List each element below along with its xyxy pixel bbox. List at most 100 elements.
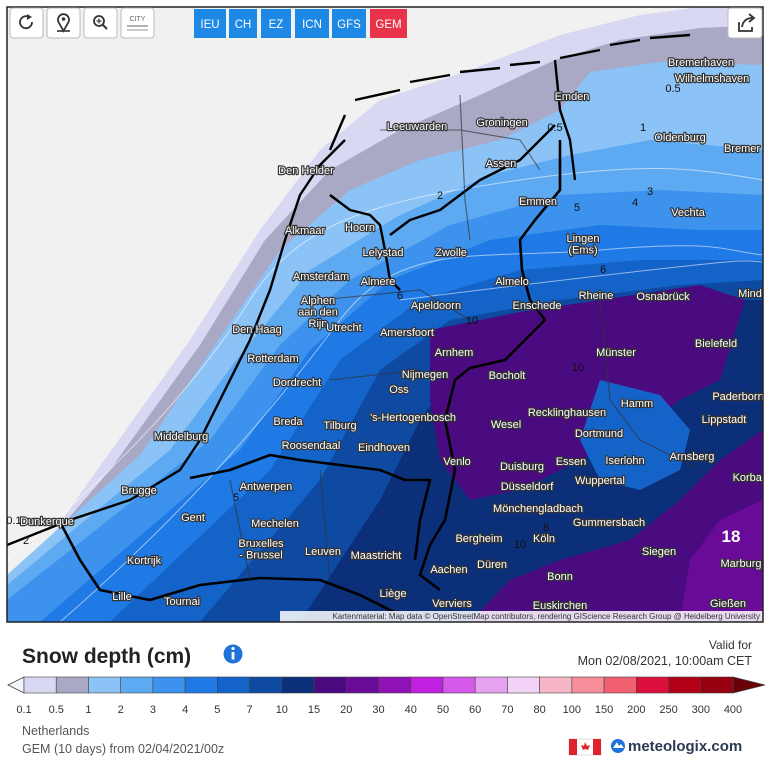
- contour-label: 5: [574, 202, 580, 214]
- city-label: Oss: [389, 384, 409, 396]
- colorbar-band: [539, 676, 573, 694]
- contour-label: 10: [466, 315, 478, 327]
- city-label: aan den: [298, 307, 338, 319]
- contour-label: 0.5: [665, 83, 680, 95]
- city-label: Aachen: [430, 564, 467, 576]
- contour-label: 1: [640, 122, 646, 134]
- city-label: Wilhelmshaven: [675, 73, 750, 85]
- city-label: Venlo: [443, 456, 471, 468]
- contours: [7, 167, 763, 622]
- valid-label: Valid for: [709, 638, 752, 652]
- city-label: Gent: [181, 512, 205, 524]
- brand-logo: [611, 739, 625, 753]
- colorbar-band: [410, 676, 444, 694]
- city-label: Maastricht: [351, 550, 402, 562]
- model-button[interactable]: GEM: [370, 9, 407, 38]
- city-label: Amersfoort: [380, 327, 434, 339]
- contour-label: 0.1: [6, 515, 21, 527]
- city-label: Alphen: [301, 295, 335, 307]
- model-button-bg: [194, 9, 226, 38]
- city-label: Utrecht: [326, 322, 361, 334]
- colorbar-band: [603, 676, 637, 694]
- city-label: Iserlohn: [605, 455, 644, 467]
- city-label: Osnabrück: [636, 291, 690, 303]
- city-label: Dunkerque: [20, 516, 74, 528]
- city-label: Oldenburg: [654, 132, 705, 144]
- colorbar-band: [636, 676, 669, 694]
- colorbar-band: [700, 676, 734, 694]
- city-label: Amsterdam: [293, 271, 349, 283]
- model-button[interactable]: CH: [229, 9, 257, 38]
- city-label: Bruxelles: [238, 538, 284, 550]
- coastline: [7, 33, 691, 547]
- city-label: Marburg: [721, 558, 762, 570]
- colorbar-band: [152, 676, 186, 694]
- location-button[interactable]: [46, 7, 81, 39]
- city-label: Siegen: [642, 546, 676, 558]
- map-frame: [6, 6, 764, 623]
- model-button[interactable]: IEU: [194, 9, 226, 38]
- city-label: Zwolle: [435, 247, 467, 259]
- model-button-label: IEU: [200, 19, 219, 31]
- city-label: Essen: [556, 456, 587, 468]
- colorbar-label: 7: [247, 704, 253, 716]
- contour-label: 10: [572, 362, 584, 374]
- city-label: Düren: [477, 559, 507, 571]
- city-label: Assen: [486, 158, 517, 170]
- model-button[interactable]: ICN: [295, 9, 329, 38]
- model-run: GEM (10 days) from 02/04/2021/00z: [22, 742, 224, 756]
- city-label: Wesel: [491, 419, 521, 431]
- city-label: Paderborn: [712, 391, 763, 403]
- city-label: Lille: [112, 591, 132, 603]
- colorbar-label: 1: [85, 704, 91, 716]
- colorbar-band: [23, 676, 57, 694]
- city-label: Bremer: [724, 143, 760, 155]
- contour-label: 5: [233, 492, 239, 504]
- map[interactable]: Bremerhaven Wilhelmshaven Emden Leeuwarden G…: [6, 7, 768, 622]
- contour-label: 6: [397, 290, 403, 302]
- city-label: Lingen: [566, 233, 599, 245]
- colorbar-label: 0.1: [16, 704, 31, 716]
- city-label: Alkmaar: [285, 225, 326, 237]
- city-label: Roosendaal: [282, 440, 341, 452]
- zoom-button[interactable]: [83, 7, 118, 39]
- city-label: Bergheim: [455, 533, 502, 545]
- city-label: Bremerhaven: [668, 57, 734, 69]
- contour-label: 3: [647, 186, 653, 198]
- colorbar-label: 3: [150, 704, 156, 716]
- colorbar-label: 5: [214, 704, 220, 716]
- city-label: Rijn: [309, 318, 328, 330]
- colorbar-band: [378, 676, 412, 694]
- valid-time: Mon 02/08/2021, 10:00am CET: [578, 654, 753, 668]
- city-label: Kortrijk: [127, 555, 162, 567]
- info-icon[interactable]: [223, 644, 243, 664]
- model-button[interactable]: EZ: [261, 9, 291, 38]
- country-borders: [58, 140, 562, 617]
- city-label: Korbac: [733, 472, 768, 484]
- city-label: Bielefeld: [695, 338, 737, 350]
- city-label: Eindhoven: [358, 442, 410, 454]
- city-label: Euskirchen: [533, 600, 587, 612]
- colorbar-label: 300: [692, 704, 710, 716]
- city-label: Breda: [273, 416, 303, 428]
- model-button[interactable]: GFS: [332, 9, 366, 38]
- colorbar: 0.1 0.5 1 2 3 4 5 7 10 15 20 30 40 50 60 70 80 100 150 200 2…: [7, 676, 766, 716]
- city-label: Den Haag: [232, 324, 282, 336]
- city-label: Mind: [738, 288, 762, 300]
- colorbar-band: [345, 676, 379, 694]
- city-label: Gießen: [710, 598, 746, 610]
- colorbar-label: 150: [595, 704, 613, 716]
- model-button-label: CH: [235, 19, 252, 31]
- region: Netherlands: [22, 724, 89, 738]
- colorbar-label: 2: [118, 704, 124, 716]
- city-label: Hamm: [621, 398, 653, 410]
- city-label: Brugge: [121, 485, 156, 497]
- city-label: Mönchengladbach: [493, 503, 583, 515]
- model-button-label: ICN: [302, 19, 322, 31]
- city-toggle-button[interactable]: CITY: [120, 7, 155, 39]
- city-label: Dordrecht: [273, 377, 321, 389]
- colorbar-label: 4: [182, 704, 188, 716]
- share-button[interactable]: [727, 7, 763, 39]
- reload-button[interactable]: [9, 7, 44, 39]
